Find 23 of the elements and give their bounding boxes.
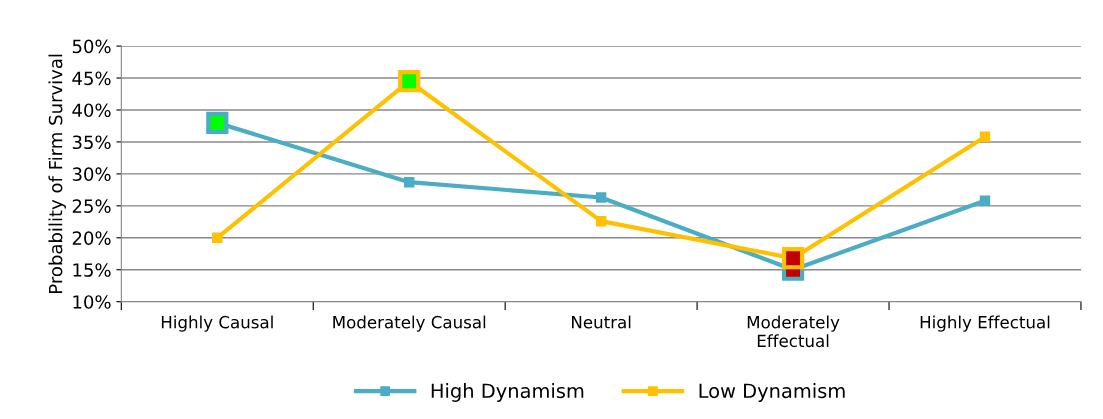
y-tick-label: 50% <box>72 39 111 54</box>
point <box>979 131 991 143</box>
y-tick-label: 30% <box>72 167 111 181</box>
y-tick-label: 35% <box>72 135 111 150</box>
y-tick-label: 20% <box>72 231 111 245</box>
point <box>595 192 607 203</box>
point <box>212 232 223 243</box>
point <box>595 215 607 227</box>
y-tick-label: 10% <box>73 295 111 309</box>
point <box>404 176 415 188</box>
point <box>979 195 991 206</box>
legend-label: Low Dynamism <box>699 383 845 402</box>
y-tick-label: 45% <box>72 71 111 86</box>
x-tick-label: Highly Causal <box>161 315 273 332</box>
y-tick-label: 40% <box>72 103 111 118</box>
x-tick-label: Highly Effectual <box>920 315 1050 332</box>
x-tick-label: Moderately Causal <box>333 315 486 332</box>
y-tick-label: 15% <box>73 263 111 277</box>
y-axis-title: Probability of Firm Survival <box>48 54 66 293</box>
legend-label: High Dynamism <box>431 383 584 402</box>
x-tick-label: Moderately Effectual <box>747 315 840 348</box>
x-tick-label: Neutral <box>572 315 631 329</box>
y-tick-label: 25% <box>72 199 111 213</box>
